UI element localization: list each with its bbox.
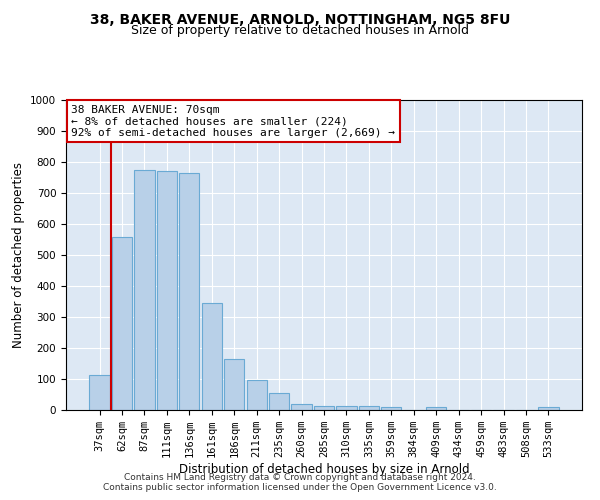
Bar <box>179 173 199 410</box>
Text: Size of property relative to detached houses in Arnold: Size of property relative to detached ho… <box>131 24 469 37</box>
Text: 38 BAKER AVENUE: 70sqm
← 8% of detached houses are smaller (224)
92% of semi-det: 38 BAKER AVENUE: 70sqm ← 8% of detached … <box>71 104 395 138</box>
Bar <box>426 407 446 410</box>
Bar <box>314 406 334 410</box>
X-axis label: Distribution of detached houses by size in Arnold: Distribution of detached houses by size … <box>179 463 469 476</box>
Bar <box>337 406 356 410</box>
Bar <box>112 237 132 410</box>
Bar <box>134 170 155 410</box>
Bar <box>292 404 311 410</box>
Bar <box>269 393 289 410</box>
Bar <box>224 360 244 410</box>
Bar <box>538 407 559 410</box>
Bar <box>157 172 177 410</box>
Bar <box>247 380 267 410</box>
Bar <box>202 303 222 410</box>
Bar <box>89 375 110 410</box>
Text: Contains HM Land Registry data © Crown copyright and database right 2024.
Contai: Contains HM Land Registry data © Crown c… <box>103 473 497 492</box>
Bar <box>359 406 379 410</box>
Text: 38, BAKER AVENUE, ARNOLD, NOTTINGHAM, NG5 8FU: 38, BAKER AVENUE, ARNOLD, NOTTINGHAM, NG… <box>90 12 510 26</box>
Bar <box>381 407 401 410</box>
Y-axis label: Number of detached properties: Number of detached properties <box>11 162 25 348</box>
